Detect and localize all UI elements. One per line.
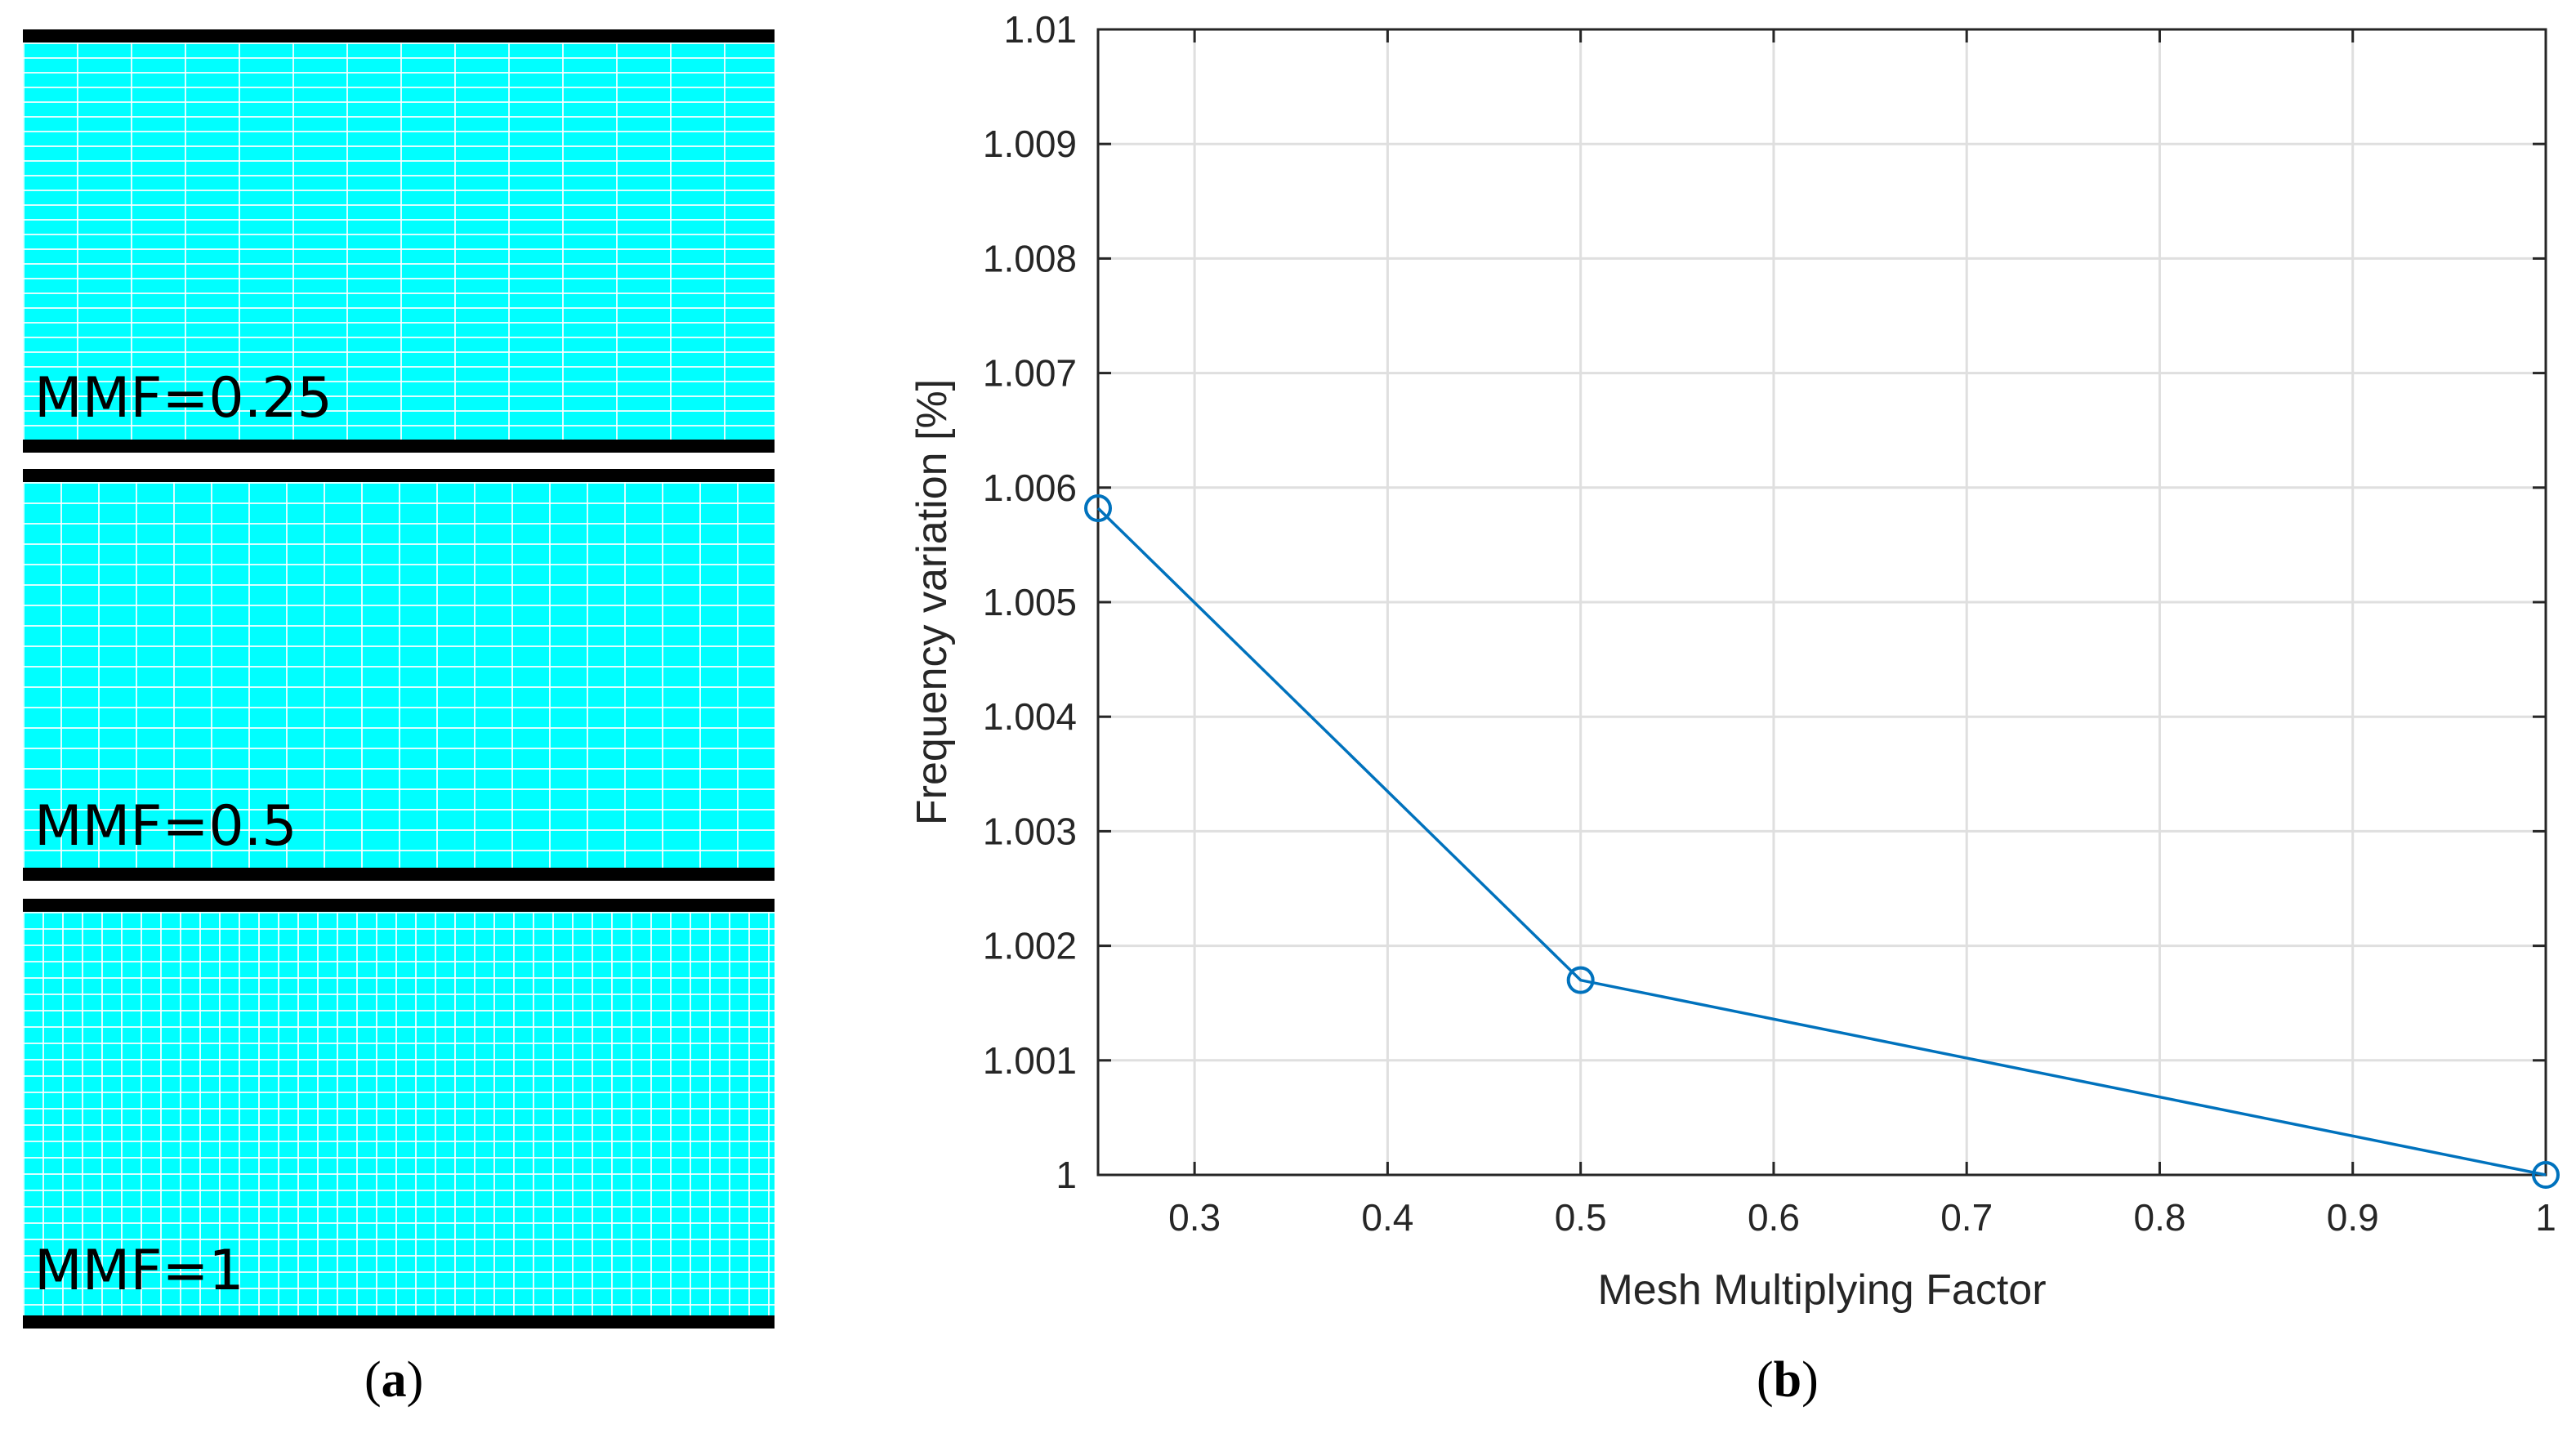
- caption-a: (a): [364, 1351, 423, 1409]
- x-tick-label: 0.4: [1361, 1196, 1413, 1239]
- top-plate: [23, 899, 775, 912]
- mesh-preview-mmf-0-5: MMF=0.5: [23, 469, 775, 881]
- y-tick-label: 1: [1056, 1154, 1077, 1196]
- mesh-grid: [23, 42, 775, 440]
- mesh-preview-mmf-1: MMF=1: [23, 899, 775, 1329]
- caption-letter: a: [381, 1352, 407, 1408]
- mesh-panel-a: MMF=0.25 MMF=0.5 MMF=1 (a): [0, 0, 801, 1429]
- y-tick-label: 1.005: [983, 581, 1077, 623]
- x-tick-label: 0.5: [1555, 1196, 1607, 1239]
- x-tick-label: 0.7: [1940, 1196, 1993, 1239]
- caption-open: (: [364, 1352, 382, 1408]
- y-tick-label: 1.007: [983, 352, 1077, 395]
- top-plate: [23, 469, 775, 482]
- mesh-grid: [23, 912, 775, 1315]
- y-tick-label: 1.001: [983, 1039, 1077, 1082]
- data-point-marker: [2532, 1161, 2560, 1189]
- series-line: [1096, 507, 2547, 1177]
- y-tick-label: 1.003: [983, 810, 1077, 852]
- caption-close: ): [1801, 1352, 1819, 1408]
- x-tick-label: 0.3: [1168, 1196, 1221, 1239]
- series-layer: [1084, 494, 2560, 1189]
- x-ticks: 0.3 0.4 0.5 0.6 0.7 0.8 0.9 1: [1168, 29, 2556, 1239]
- top-plate: [23, 29, 775, 42]
- mesh-preview-mmf-0-25: MMF=0.25: [23, 29, 775, 453]
- y-tick-label: 1.006: [983, 467, 1077, 509]
- y-tick-label: 1.009: [983, 123, 1077, 165]
- data-point-marker: [1566, 966, 1595, 994]
- y-tick-label: 1.004: [983, 695, 1077, 738]
- data-point-marker: [1084, 494, 1112, 523]
- bottom-plate: [23, 868, 775, 881]
- bottom-plate: [23, 440, 775, 453]
- x-axis-title: Mesh Multiplying Factor: [1597, 1266, 2046, 1314]
- caption-b: (b): [1757, 1351, 1819, 1409]
- caption-open: (: [1757, 1352, 1774, 1408]
- x-tick-label: 0.8: [2133, 1196, 2185, 1239]
- x-tick-label: 1: [2535, 1196, 2556, 1239]
- caption-letter: b: [1773, 1352, 1802, 1408]
- x-tick-label: 0.6: [1748, 1196, 1800, 1239]
- y-ticks: 1 1.001 1.002 1.003 1.004 1.005 1.006 1.007 1.00…: [983, 8, 2546, 1196]
- x-tick-label: 0.9: [2327, 1196, 2379, 1239]
- mesh-label: MMF=1: [34, 1239, 244, 1303]
- y-axis-title: Frequency variation [%]: [909, 379, 956, 825]
- y-tick-label: 1.008: [983, 237, 1077, 279]
- mesh-label: MMF=0.25: [34, 366, 333, 431]
- mesh-grid: [23, 482, 775, 868]
- caption-close: ): [406, 1352, 424, 1408]
- mesh-label: MMF=0.5: [34, 794, 297, 859]
- y-tick-label: 1.01: [1003, 8, 1077, 51]
- bottom-plate: [23, 1315, 775, 1329]
- y-tick-label: 1.002: [983, 925, 1077, 967]
